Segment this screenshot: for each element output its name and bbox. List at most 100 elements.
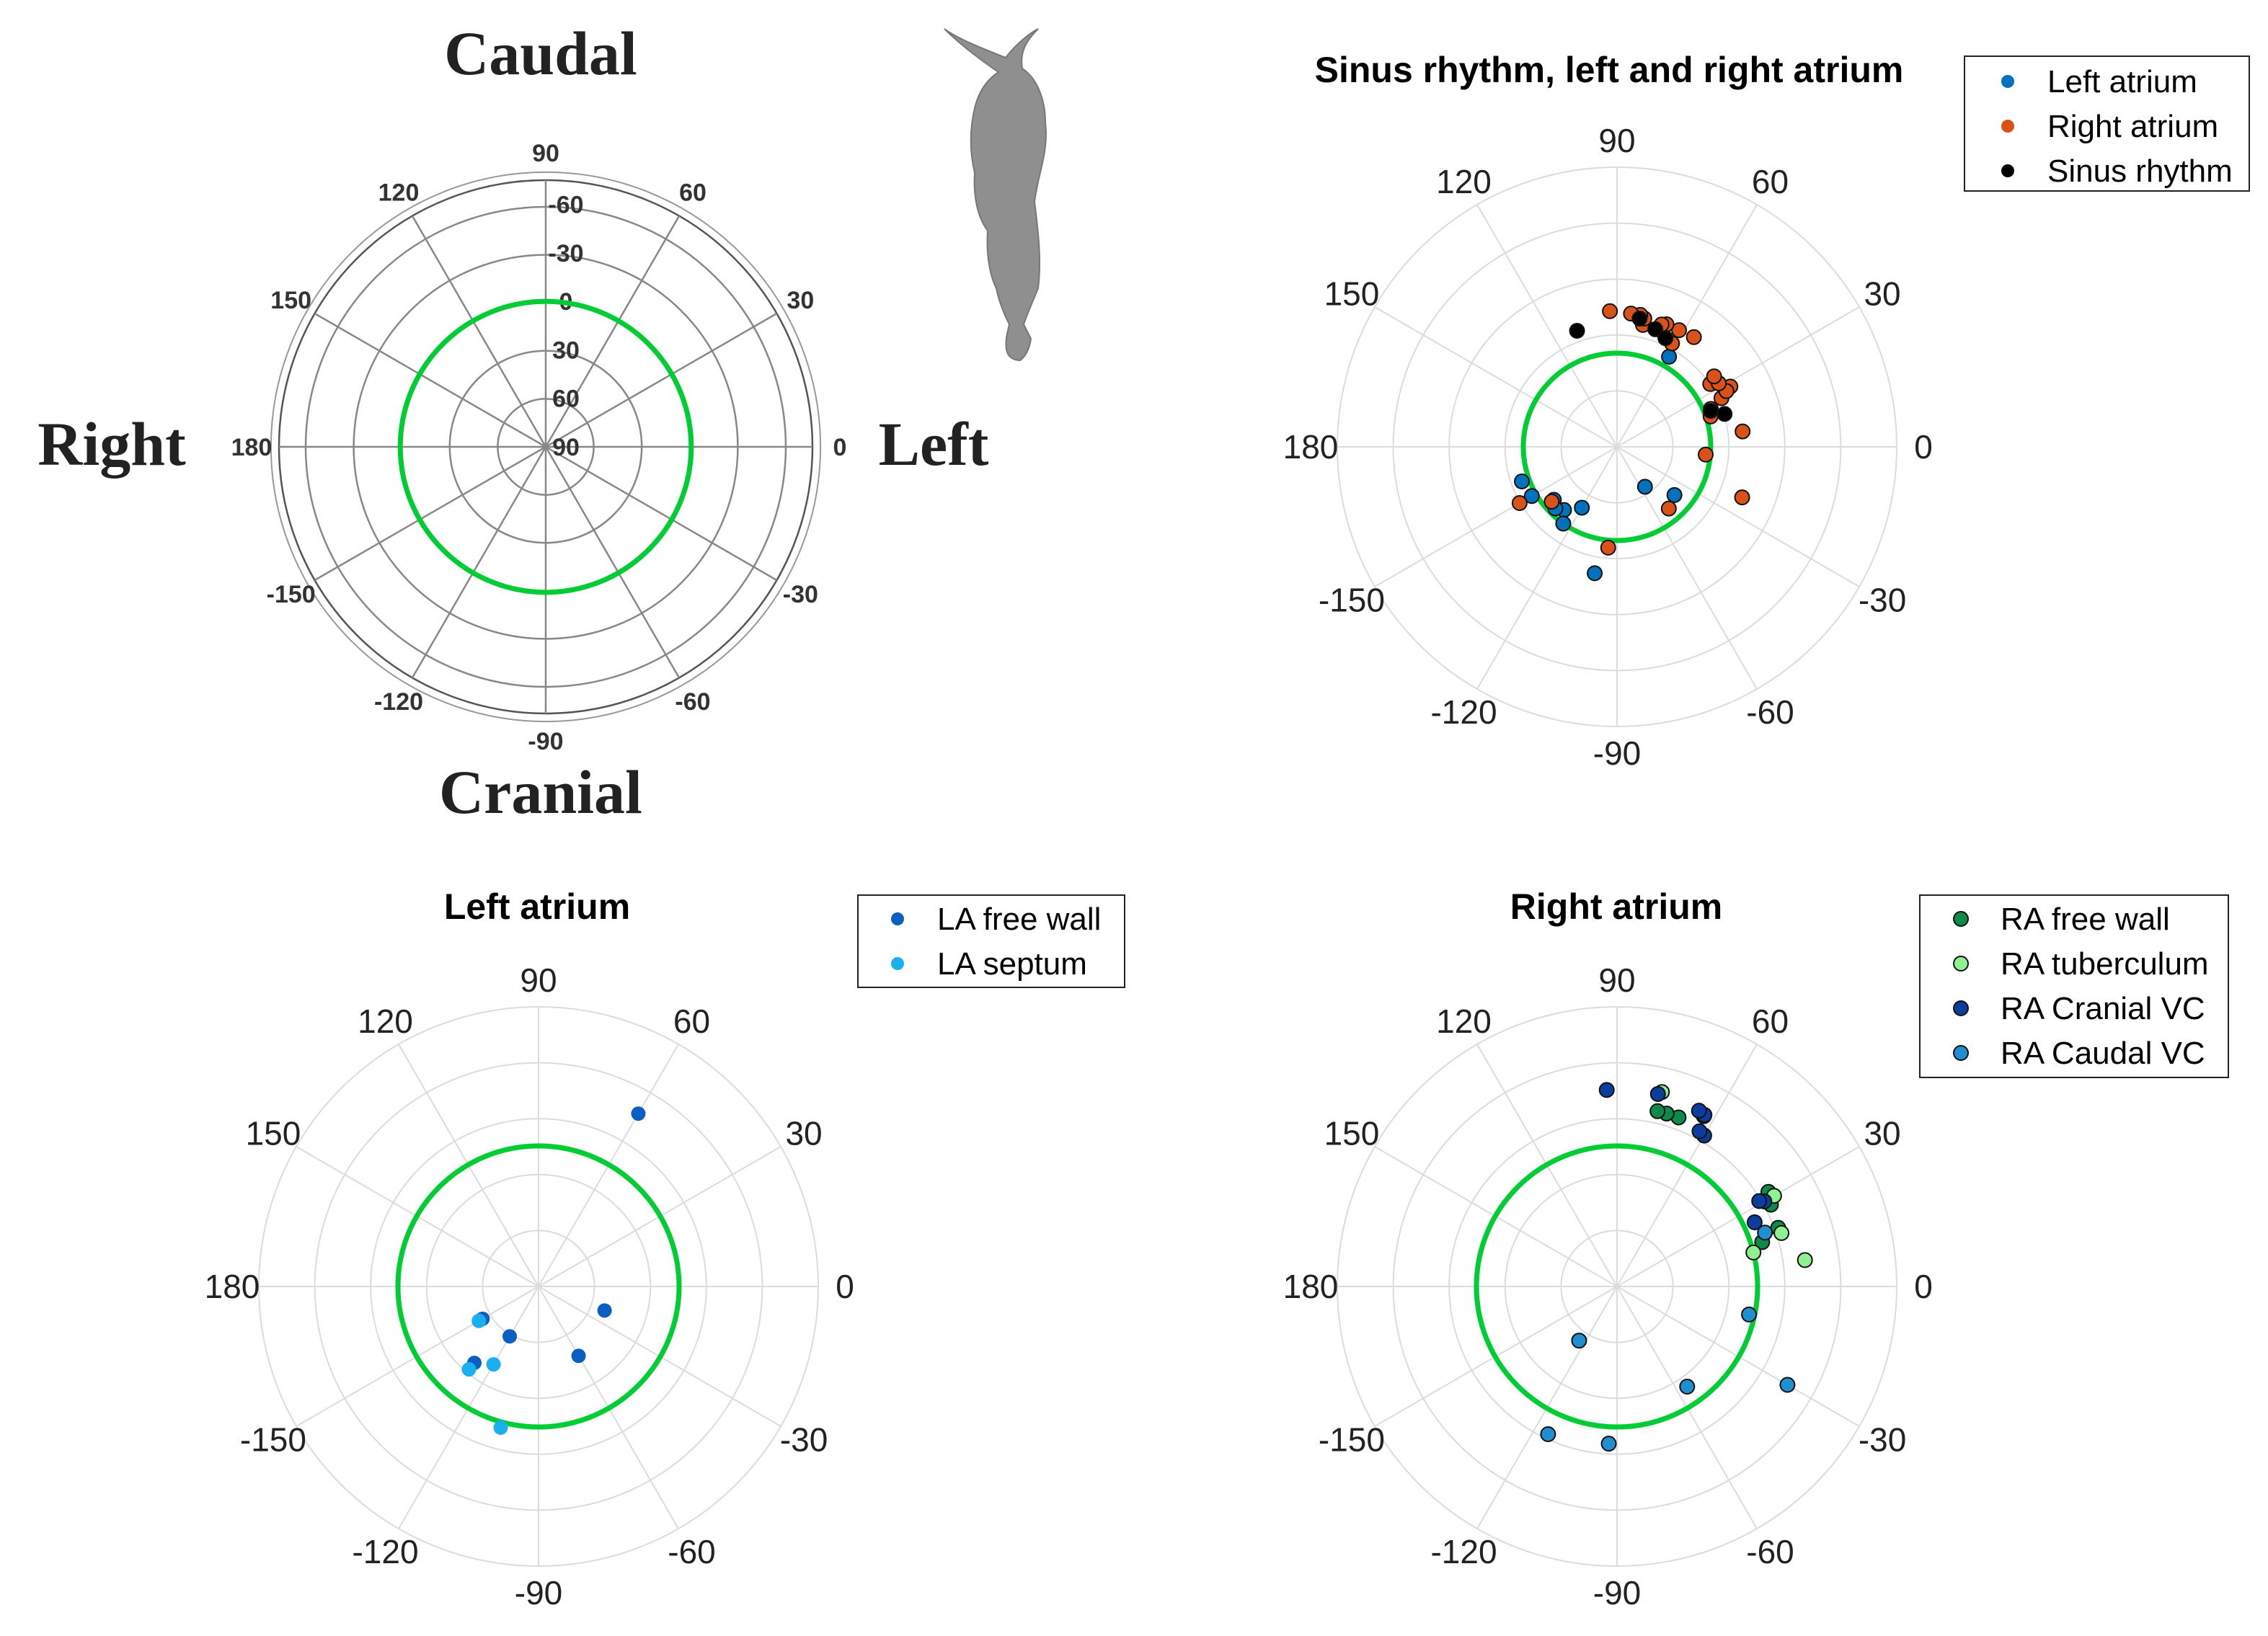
reference-angle-tick-label: 30 bbox=[787, 287, 814, 314]
sinus-data-point bbox=[1698, 446, 1714, 463]
sinus-spoke bbox=[1616, 446, 1860, 587]
legend-label-ra-caudal-vc: RA Caudal VC bbox=[2001, 1036, 2205, 1071]
reference-radial-tick-label: 60 bbox=[552, 386, 580, 413]
reference-reference-circle bbox=[397, 298, 694, 595]
sinus-spoke bbox=[1374, 446, 1618, 587]
right-atrium-data-point bbox=[1540, 1426, 1556, 1443]
sinus-grid bbox=[1337, 166, 1897, 727]
sinus-data-point bbox=[1735, 423, 1751, 440]
right-atrium-angle-tick-label: -60 bbox=[1746, 1533, 1794, 1570]
left-atrium-series-la-septum bbox=[461, 1313, 508, 1435]
legend-marker-ra-caudal-vc bbox=[1953, 1045, 1969, 1061]
left-atrium-angle-tick-label: -120 bbox=[352, 1533, 418, 1570]
right-atrium-data-point bbox=[1649, 1085, 1666, 1102]
sinus-polar-plot: 0 30 60 90 120 150 180 -150 -120 -90 -60 -30 Sinus r… bbox=[1283, 50, 1933, 772]
sinus-data-point bbox=[1636, 479, 1653, 495]
right-atrium-data-point bbox=[1691, 1123, 1708, 1139]
sinus-angle-tick-label: -60 bbox=[1746, 693, 1794, 731]
right-atrium-data-point bbox=[1757, 1224, 1773, 1241]
left-atrium-angle-tick-label: 180 bbox=[205, 1268, 260, 1305]
reference-radial-tick-label: -60 bbox=[548, 192, 583, 219]
sinus-series-sinus-rhythm bbox=[1569, 311, 1733, 422]
reference-angle-tick-label: 60 bbox=[679, 179, 706, 207]
left-atrium-chart-title: Left atrium bbox=[444, 886, 630, 927]
left-atrium-angle-tick-label: -60 bbox=[668, 1533, 715, 1570]
left-atrium-data-point bbox=[502, 1329, 518, 1344]
right-atrium-angle-tick-label: 150 bbox=[1324, 1115, 1380, 1152]
right-atrium-data-point bbox=[1649, 1103, 1666, 1119]
legend-label-right-atrium: Right atrium bbox=[2047, 109, 2218, 144]
left-atrium-angle-tick-label: 30 bbox=[785, 1115, 822, 1152]
right-atrium-series-ra-cranial-vc bbox=[1598, 1082, 1773, 1230]
sinus-data-point bbox=[1523, 488, 1540, 504]
sinus-angle-tick-label: -30 bbox=[1859, 582, 1906, 619]
orientation-left-label: Right bbox=[37, 409, 186, 479]
legend-marker-la-free-wall bbox=[891, 912, 904, 925]
sinus-data-point bbox=[1657, 330, 1674, 347]
reference-spoke bbox=[411, 215, 547, 448]
left-atrium-angle-tick-label: -150 bbox=[240, 1421, 306, 1459]
left-atrium-legend: LA free wall LA septum bbox=[857, 894, 1125, 988]
orientation-right-label: Left bbox=[879, 409, 989, 479]
right-atrium-data-point bbox=[1773, 1224, 1790, 1241]
right-atrium-data-point bbox=[1746, 1214, 1763, 1230]
right-atrium-data-point bbox=[1751, 1193, 1768, 1209]
sinus-data-point bbox=[1647, 321, 1664, 337]
sinus-data-point bbox=[1555, 515, 1572, 532]
reference-angle-tick-label: -150 bbox=[267, 581, 316, 608]
left-atrium-data-point bbox=[486, 1357, 501, 1372]
legend-marker-sinus-rhythm bbox=[2001, 164, 2014, 177]
right-atrium-angle-tick-label: -30 bbox=[1859, 1421, 1906, 1459]
right-atrium-data-point bbox=[1600, 1436, 1617, 1452]
sinus-angle-tick-label: 180 bbox=[1283, 428, 1339, 466]
right-atrium-series-ra-tuberculum bbox=[1654, 1084, 1813, 1268]
sinus-spoke bbox=[1476, 204, 1618, 448]
sinus-angle-tick-label: 90 bbox=[1598, 122, 1635, 159]
right-atrium-data-point bbox=[1797, 1252, 1813, 1268]
sinus-data-point bbox=[1602, 303, 1618, 319]
left-atrium-angle-tick-label: 150 bbox=[246, 1115, 301, 1152]
right-atrium-grid bbox=[1337, 1006, 1897, 1567]
right-atrium-series-ra-caudal-vc bbox=[1540, 1224, 1796, 1452]
sinus-data-point bbox=[1600, 539, 1616, 556]
reference-radial-tick-label: 30 bbox=[552, 337, 580, 364]
reference-angle-tick-label: -90 bbox=[528, 728, 563, 755]
reference-angle-tick-label: 0 bbox=[833, 434, 847, 461]
legend-marker-la-septum bbox=[891, 957, 904, 970]
right-atrium-angle-tick-label: 30 bbox=[1864, 1115, 1900, 1152]
orientation-top-label: Caudal bbox=[444, 19, 637, 88]
sinus-angle-tick-label: 120 bbox=[1436, 163, 1492, 200]
reference-angle-tick-label: -30 bbox=[783, 581, 818, 608]
horse-icon bbox=[944, 28, 1047, 362]
right-atrium-angle-tick-label: 0 bbox=[1914, 1268, 1933, 1305]
legend-marker-right-atrium bbox=[2001, 120, 2014, 133]
legend-marker-left-atrium bbox=[2001, 75, 2014, 88]
right-atrium-chart-title: Right atrium bbox=[1510, 886, 1722, 927]
right-atrium-data-point bbox=[1571, 1333, 1587, 1349]
sinus-data-point bbox=[1631, 311, 1648, 327]
legend-marker-ra-free-wall bbox=[1953, 911, 1969, 927]
reference-spoke bbox=[545, 445, 778, 582]
sinus-spoke bbox=[1476, 446, 1618, 690]
reference-spoke bbox=[411, 446, 547, 679]
right-atrium-angle-tick-label: -90 bbox=[1593, 1574, 1641, 1611]
right-atrium-legend: RA free wall RA tuberculum RA Cranial VC… bbox=[1919, 894, 2229, 1078]
legend-label-left-atrium: Left atrium bbox=[2047, 64, 2197, 99]
sinus-spoke bbox=[1374, 306, 1618, 448]
reference-angle-tick-label: 150 bbox=[270, 287, 311, 314]
left-atrium-angle-tick-label: 60 bbox=[673, 1003, 710, 1040]
right-atrium-data-point bbox=[1745, 1244, 1762, 1261]
reference-spoke bbox=[544, 215, 681, 448]
sinus-legend: Left atrium Right atrium Sinus rhythm bbox=[1964, 55, 2250, 192]
sinus-chart-title: Sinus rhythm, left and right atrium bbox=[1315, 50, 1904, 90]
legend-label-sinus-rhythm: Sinus rhythm bbox=[2047, 154, 2233, 189]
reference-spoke bbox=[545, 312, 778, 448]
reference-spoke bbox=[314, 312, 546, 448]
legend-label-la-septum: LA septum bbox=[937, 946, 1087, 982]
left-atrium-data-point bbox=[493, 1420, 508, 1435]
reference-spoke bbox=[544, 446, 681, 679]
sinus-data-point bbox=[1661, 349, 1678, 365]
reference-angle-tick-label: -60 bbox=[675, 688, 710, 716]
left-atrium-reference-circle bbox=[395, 1143, 682, 1430]
